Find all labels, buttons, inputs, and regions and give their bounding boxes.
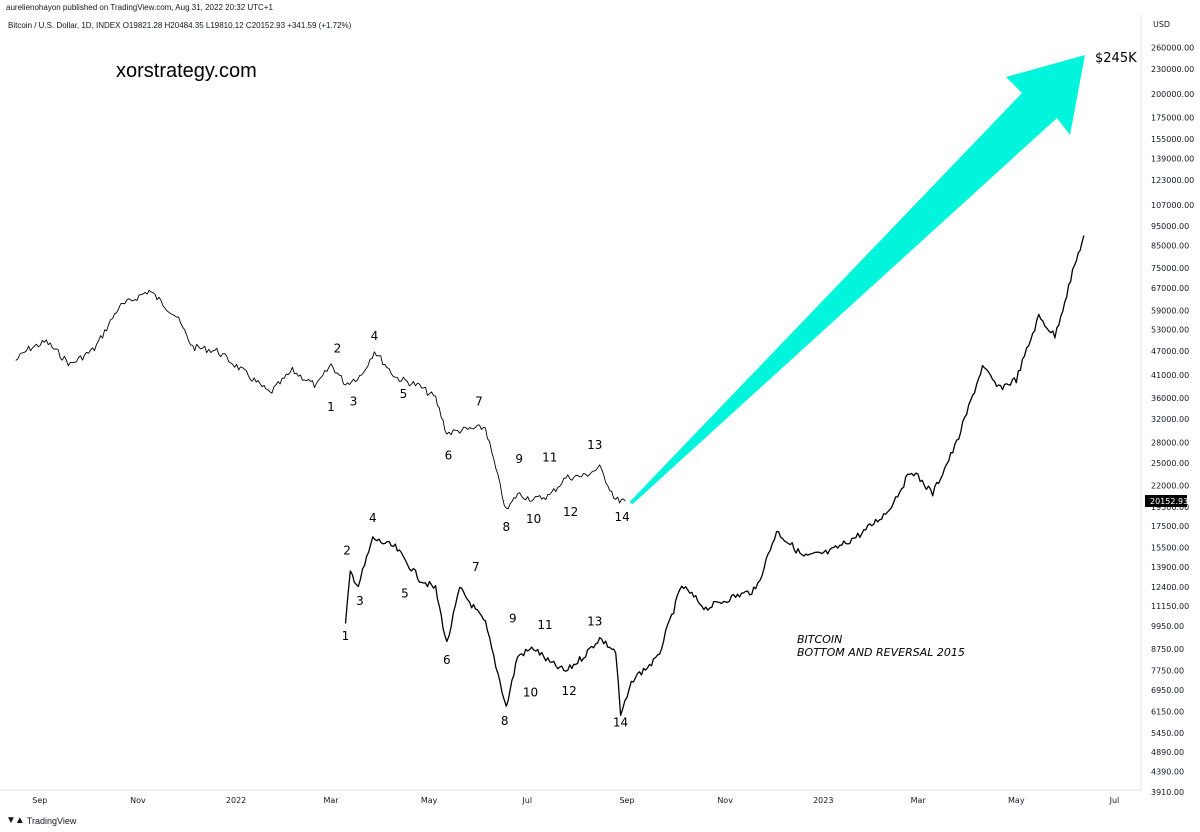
y-tick-label: 139000.00 (1151, 154, 1194, 163)
price-series (15, 235, 1085, 717)
y-tick-label: 3910.00 (1151, 788, 1184, 797)
y-tick-label: 155000.00 (1151, 135, 1194, 144)
y-tick-label: 7750.00 (1151, 666, 1184, 675)
y-tick-label: 17500.00 (1151, 522, 1189, 531)
x-tick-label: May (421, 796, 438, 805)
wave-label: 6 (445, 448, 453, 462)
x-tick-label: 2022 (226, 796, 246, 805)
x-tick-label: 2023 (813, 796, 833, 805)
annotation-line-1: BITCOIN (797, 633, 842, 646)
x-tick-label: Mar (911, 796, 927, 805)
wave-label: 10 (523, 685, 538, 699)
wave-label: 12 (561, 684, 576, 698)
wave-label: 4 (369, 511, 377, 525)
annotation-line-2: BOTTOM AND REVERSAL 2015 (797, 646, 965, 659)
y-tick-label: 6150.00 (1151, 708, 1184, 717)
watermark-site: xorstrategy.com (116, 60, 257, 82)
wave-label: 1 (327, 400, 335, 414)
wave-label: 10 (526, 512, 541, 526)
x-tick-label: Jul (521, 796, 532, 805)
x-axis: Sep Nov 2022 Mar May Jul Sep Nov 2023 Mar May Jul (32, 796, 1119, 805)
tradingview-logo-icon: ▼▲ (6, 815, 25, 826)
x-tick-label: Nov (717, 796, 733, 805)
y-tick-label: 230000.00 (1151, 65, 1194, 74)
x-tick-label: Sep (32, 796, 47, 805)
wave-label: 5 (400, 387, 408, 401)
y-tick-label: 6950.00 (1151, 686, 1184, 695)
y-tick-label: 85000.00 (1151, 242, 1189, 251)
y-tick-label: 200000.00 (1151, 90, 1194, 99)
y-tick-label: 75000.00 (1151, 264, 1189, 273)
wave-label: 6 (443, 653, 451, 667)
y-tick-label: 59000.00 (1151, 306, 1189, 315)
y-tick-label: 53000.00 (1151, 326, 1189, 335)
y-tick-label: 4390.00 (1151, 767, 1184, 776)
series-line-2 (344, 235, 1085, 717)
arrow-shape (630, 55, 1085, 505)
y-tick-label: 13900.00 (1151, 563, 1189, 572)
wave-label: 7 (475, 395, 483, 409)
y-tick-label: 28000.00 (1151, 439, 1189, 448)
y-tick-label: 15500.00 (1151, 544, 1189, 553)
wave-label: 8 (501, 714, 509, 728)
y-tick-label: 47000.00 (1151, 347, 1189, 356)
x-tick-label: Sep (619, 796, 634, 805)
projection-arrow (630, 55, 1085, 505)
brand-text: TradingView (26, 815, 77, 826)
wave-label: 9 (515, 452, 523, 466)
y-tick-label: 5450.00 (1151, 729, 1184, 738)
y-tick-label: 8750.00 (1151, 645, 1184, 654)
y-tick-label: 95000.00 (1151, 222, 1189, 231)
y-tick-label: 4890.00 (1151, 748, 1184, 757)
wave-label: 7 (472, 560, 480, 574)
wave-label: 3 (350, 395, 358, 409)
y-tick-label: 107000.00 (1151, 201, 1194, 210)
y-tick-label: 41000.00 (1151, 371, 1189, 380)
x-tick-label: Jul (1109, 796, 1120, 805)
y-tick-label: 12400.00 (1151, 583, 1189, 592)
y-axis: 260000.00 230000.00 200000.00 175000.00 1550… (1151, 43, 1194, 796)
wave-label: 11 (542, 450, 557, 464)
last-price-text: 20152.93 (1150, 497, 1188, 506)
wave-label: 14 (615, 510, 630, 524)
wave-label: 1 (342, 629, 350, 643)
wave-label: 11 (537, 618, 552, 632)
wave-label: 13 (587, 438, 602, 452)
wave-label: 13 (587, 614, 602, 628)
y-tick-label: 25000.00 (1151, 459, 1189, 468)
y-tick-label: 19500.00 (1151, 503, 1189, 512)
y-tick-label: 260000.00 (1151, 43, 1194, 52)
wave-label: 8 (503, 520, 511, 534)
x-tick-label: Mar (323, 796, 339, 805)
wave-label: 3 (356, 594, 364, 608)
wave-label: 2 (343, 544, 351, 558)
tradingview-brand: ▼▲ TradingView (6, 815, 76, 826)
wave-label: 9 (509, 612, 517, 626)
y-tick-label: 22000.00 (1151, 481, 1189, 490)
x-tick-label: May (1008, 796, 1025, 805)
symbol-ohlc-legend: Bitcoin / U.S. Dollar, 1D, INDEX O19821.… (8, 21, 352, 30)
y-tick-label: 32000.00 (1151, 415, 1189, 424)
wave-label: 12 (563, 505, 578, 519)
wave-label: 5 (401, 586, 409, 600)
y-tick-label: 9950.00 (1151, 622, 1184, 631)
currency-label: USD (1153, 20, 1170, 29)
series-line-1 (15, 289, 626, 510)
y-tick-label: 67000.00 (1151, 284, 1189, 293)
y-tick-label: 175000.00 (1151, 114, 1194, 123)
y-tick-label: 123000.00 (1151, 176, 1194, 185)
y-tick-label: 36000.00 (1151, 394, 1189, 403)
y-tick-label: 11150.00 (1151, 602, 1189, 611)
publisher-line: aurelienohayon published on TradingView.… (6, 3, 273, 12)
wave-label: 14 (613, 716, 628, 730)
x-tick-label: Nov (130, 796, 146, 805)
wave-label: 2 (334, 342, 342, 356)
target-label: $245K (1095, 51, 1137, 66)
last-price-badge: 20152.93 (1145, 495, 1188, 507)
wave-label: 4 (371, 329, 379, 343)
